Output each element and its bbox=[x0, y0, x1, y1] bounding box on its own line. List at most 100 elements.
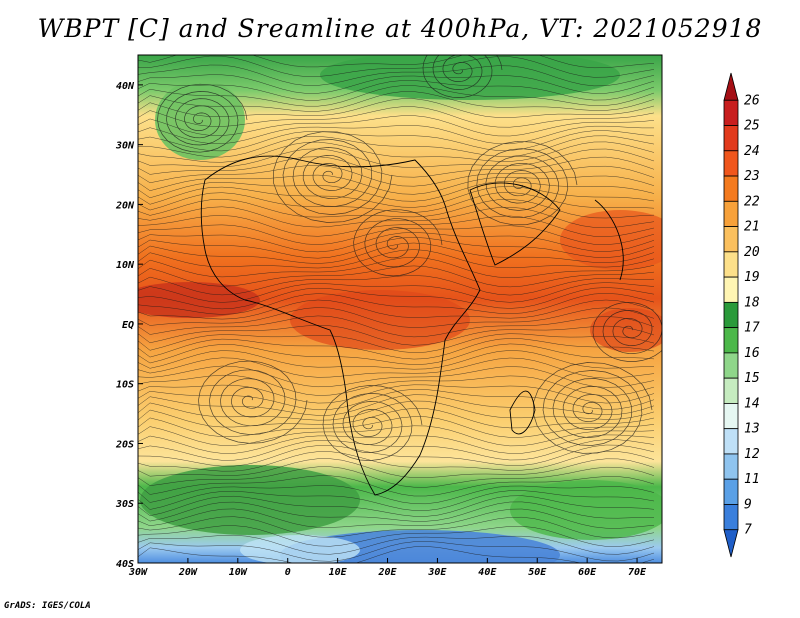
colorbar-segment bbox=[723, 377, 739, 404]
colorbar-segment bbox=[723, 251, 739, 278]
streamline-vortex bbox=[353, 209, 443, 277]
streamline-flow bbox=[138, 91, 655, 112]
streamline-flow bbox=[138, 275, 655, 296]
streamline-flow bbox=[138, 249, 655, 269]
colorbar-segment bbox=[723, 352, 739, 379]
colorbar-label: 22 bbox=[744, 194, 760, 209]
streamline-flow bbox=[138, 55, 655, 78]
streamline-flow bbox=[138, 374, 655, 397]
colorbar-label: 16 bbox=[744, 346, 760, 361]
lon-tick-label: 50E bbox=[528, 567, 547, 578]
colorbar-label: 17 bbox=[744, 321, 760, 336]
streamline-flow bbox=[138, 315, 655, 338]
colorbar-segment bbox=[723, 200, 739, 227]
streamline-vortex bbox=[273, 131, 393, 223]
streamline-flow bbox=[138, 181, 655, 202]
colorbar-segment bbox=[723, 327, 739, 354]
streamline-flow bbox=[138, 475, 655, 497]
colorbar-segment bbox=[723, 453, 739, 480]
streamline-flow bbox=[138, 237, 655, 259]
lon-tick-label: 10W bbox=[229, 567, 248, 578]
colorbar-segment bbox=[723, 72, 739, 101]
streamline-flow bbox=[138, 389, 655, 411]
streamline-flow bbox=[138, 125, 654, 145]
streamline-flow bbox=[138, 434, 655, 454]
streamline-flow bbox=[138, 206, 655, 229]
colorbar-label: 20 bbox=[744, 245, 760, 260]
streamline-flow bbox=[138, 400, 655, 421]
colorbar-segment bbox=[723, 403, 739, 430]
colorbar-segment bbox=[723, 125, 739, 152]
streamline-flow bbox=[138, 98, 655, 118]
colorbar-segment bbox=[723, 529, 739, 558]
colorbar-label: 9 bbox=[744, 497, 752, 512]
latitude-axis: 40N 30N 20N 10N EQ 10S 20S 30S 40S bbox=[115, 81, 143, 570]
colorbar-segment bbox=[723, 150, 739, 177]
streamline-flow bbox=[138, 350, 655, 370]
lon-tick-label: 70E bbox=[628, 567, 647, 578]
streamline-flow bbox=[138, 501, 654, 522]
streamline-flow bbox=[138, 165, 655, 187]
streamline-vortex bbox=[592, 302, 662, 362]
streamline-vortex bbox=[422, 55, 503, 98]
streamline-flow bbox=[138, 130, 655, 152]
streamline-vortex bbox=[198, 360, 308, 444]
colorbar-segment bbox=[723, 478, 739, 505]
streamline-flow bbox=[138, 64, 655, 87]
streamline-flow bbox=[138, 338, 655, 360]
streamline-vortex bbox=[157, 83, 248, 153]
streamline-flow bbox=[138, 135, 655, 158]
streamline-flow bbox=[138, 141, 655, 163]
lat-tick-label: 10N bbox=[116, 260, 135, 271]
lon-tick-label: 20W bbox=[178, 567, 198, 578]
colorbar-label: 12 bbox=[744, 447, 760, 462]
colorbar-label: 21 bbox=[744, 220, 760, 235]
streamline-flow bbox=[138, 224, 655, 245]
lon-tick-label: 20E bbox=[377, 567, 397, 578]
streamline-vortex bbox=[322, 385, 423, 461]
streamline-flow bbox=[138, 242, 655, 264]
streamline-flow bbox=[138, 425, 655, 447]
streamline-flow bbox=[138, 416, 655, 438]
chart-title: WBPT [C] and Sreamline at 400hPa, VT: 20… bbox=[37, 14, 763, 43]
lon-tick-label: 0 bbox=[285, 567, 291, 578]
lat-tick-label: 20N bbox=[115, 200, 135, 211]
streamline-flow bbox=[138, 325, 655, 346]
colorbar-segment bbox=[723, 226, 739, 253]
plot-frame bbox=[137, 54, 663, 564]
lat-tick-label: 30N bbox=[115, 141, 135, 152]
streamline-flow bbox=[138, 148, 655, 168]
streamline-flow bbox=[138, 293, 655, 315]
streamline-flow bbox=[138, 357, 655, 379]
streamline-flow bbox=[138, 299, 655, 320]
colorbar-label: 24 bbox=[744, 144, 760, 159]
streamline-flow bbox=[138, 287, 655, 310]
streamline-flow bbox=[138, 394, 655, 416]
lon-tick-label: 10E bbox=[329, 567, 348, 578]
streamline-flow bbox=[138, 525, 655, 547]
lat-tick-label: 40N bbox=[116, 81, 135, 92]
streamline-flow bbox=[138, 106, 655, 128]
streamline-flow bbox=[138, 174, 655, 195]
streamline-flow bbox=[138, 307, 655, 328]
colorbar-label: 26 bbox=[744, 93, 760, 108]
streamline-flow bbox=[138, 365, 655, 388]
streamline-flow bbox=[138, 384, 655, 404]
lat-tick-label: 20S bbox=[115, 439, 134, 450]
streamline-flow bbox=[138, 80, 655, 101]
streamline-flow bbox=[138, 343, 655, 365]
streamline-flow bbox=[138, 333, 655, 353]
streamline-flow bbox=[138, 534, 655, 555]
colorbar-label: 23 bbox=[744, 169, 760, 184]
colorbar-segment bbox=[723, 428, 739, 455]
streamline-flow bbox=[138, 508, 655, 529]
streamline-flow bbox=[138, 458, 655, 478]
colorbar-label: 13 bbox=[744, 422, 760, 437]
colorbar-segment bbox=[723, 504, 739, 531]
streamline-flow bbox=[138, 541, 655, 562]
credit-label: GrADS: IGES/COLA bbox=[4, 601, 91, 611]
lon-tick-label: 60E bbox=[578, 567, 597, 578]
lat-tick-label: 10S bbox=[116, 380, 134, 391]
streamline-flow bbox=[138, 257, 655, 278]
